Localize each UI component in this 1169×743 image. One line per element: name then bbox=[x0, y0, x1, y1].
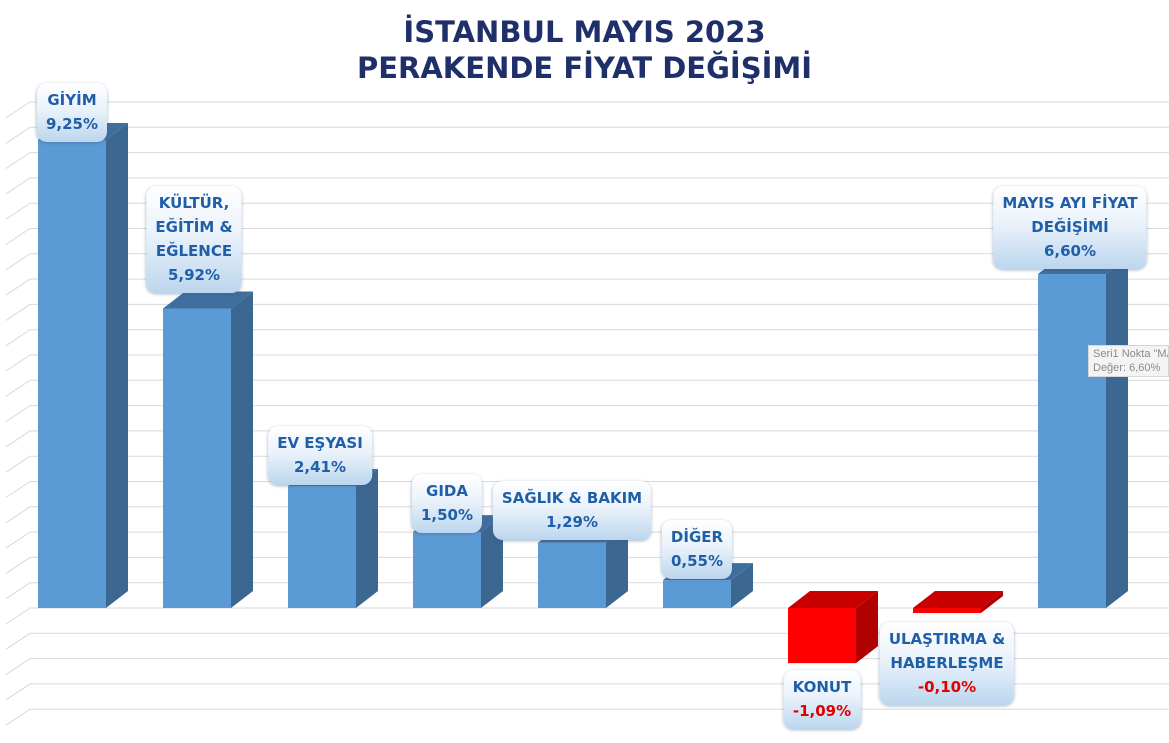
bar-side bbox=[731, 563, 753, 608]
tooltip-line-2: Değer: 6,60% bbox=[1093, 362, 1161, 374]
value-label: -1,09% bbox=[792, 702, 852, 720]
gridline bbox=[5, 354, 1169, 372]
gridline bbox=[5, 278, 1169, 296]
bar bbox=[913, 591, 1003, 614]
gridline bbox=[5, 531, 1169, 549]
category-label: KÜLTÜR, bbox=[158, 194, 230, 212]
category-label: DEĞİŞİMİ bbox=[1031, 218, 1109, 236]
value-label: 6,60% bbox=[1043, 242, 1097, 260]
gridline bbox=[5, 430, 1169, 448]
gridline bbox=[5, 379, 1169, 397]
chart-title: İSTANBUL MAYIS 2023 PERAKENDE FİYAT DEĞİ… bbox=[0, 14, 1169, 86]
gridline bbox=[5, 202, 1169, 220]
value-label: 1,29% bbox=[545, 513, 599, 531]
bar-front bbox=[538, 542, 606, 608]
bar-front bbox=[788, 608, 856, 664]
value-label: -0,10% bbox=[917, 678, 977, 696]
gridline bbox=[5, 177, 1169, 195]
bar-front bbox=[663, 580, 731, 608]
bar-top bbox=[163, 291, 253, 309]
data-label: KONUT -1,09% bbox=[783, 670, 861, 729]
gridlines bbox=[5, 101, 1169, 726]
bar-front bbox=[1038, 274, 1106, 608]
gridline bbox=[5, 101, 1169, 119]
gridline bbox=[5, 582, 1169, 600]
tooltip-line-1: Seri1 Nokta "MAYIS AYI FİYAT DEĞİŞİMİ" bbox=[1093, 348, 1168, 360]
bar bbox=[788, 591, 878, 664]
data-label: ULAŞTIRMA & HABERLEŞME -0,10% bbox=[879, 622, 1015, 705]
value-label: 1,50% bbox=[420, 506, 474, 524]
data-label: MAYIS AYI FİYAT DEĞİŞİMİ 6,60% bbox=[993, 186, 1147, 269]
gridline bbox=[5, 303, 1169, 321]
gridline bbox=[5, 708, 1169, 726]
gridline bbox=[5, 405, 1169, 423]
bar bbox=[1038, 257, 1128, 608]
bar-top bbox=[913, 591, 1003, 608]
bar-side bbox=[231, 291, 253, 608]
bar-side bbox=[981, 591, 1003, 614]
value-label: 0,55% bbox=[670, 552, 724, 570]
bar-side bbox=[606, 525, 628, 608]
gridline bbox=[5, 253, 1169, 271]
value-label: 5,92% bbox=[167, 266, 221, 284]
data-label: DİĞER 0,55% bbox=[661, 520, 733, 579]
data-label: SAĞLIK & BAKIM 1,29% bbox=[492, 481, 652, 540]
category-label: HABERLEŞME bbox=[890, 654, 1004, 672]
gridline bbox=[5, 126, 1169, 144]
value-label: 2,41% bbox=[293, 458, 347, 476]
gridline bbox=[5, 455, 1169, 473]
bar-side bbox=[106, 122, 128, 608]
bar bbox=[163, 291, 253, 608]
gridline bbox=[5, 228, 1169, 245]
gridline bbox=[5, 481, 1169, 498]
value-label: 9,25% bbox=[45, 115, 99, 133]
category-label: MAYIS AYI FİYAT bbox=[1002, 194, 1138, 212]
bar bbox=[288, 469, 378, 608]
bar-side bbox=[1106, 257, 1128, 608]
data-label: KÜLTÜR, EĞİTİM & EĞLENCE 5,92% bbox=[146, 186, 242, 293]
bar-front bbox=[413, 532, 481, 608]
bar-front bbox=[38, 139, 106, 608]
bar-front bbox=[913, 608, 981, 614]
bar bbox=[38, 122, 128, 608]
gridline bbox=[5, 556, 1169, 574]
bar-top bbox=[788, 591, 878, 608]
category-label: GİYİM bbox=[47, 91, 97, 109]
category-label: ULAŞTIRMA & bbox=[888, 630, 1006, 648]
category-label: EĞİTİM & bbox=[155, 218, 233, 236]
bar-front bbox=[163, 308, 231, 608]
bars bbox=[38, 122, 1128, 664]
category-label: GIDA bbox=[426, 482, 468, 500]
chart-title-line-2: PERAKENDE FİYAT DEĞİŞİMİ bbox=[356, 51, 813, 85]
category-label: EV EŞYASI bbox=[277, 434, 363, 452]
gridline bbox=[5, 152, 1169, 170]
hover-tooltip: Seri1 Nokta "MAYIS AYI FİYAT DEĞİŞİMİ" D… bbox=[1088, 345, 1169, 377]
category-label: EĞLENCE bbox=[155, 242, 233, 260]
chart-title-line-1: İSTANBUL MAYIS 2023 bbox=[403, 15, 766, 49]
category-label: SAĞLIK & BAKIM bbox=[501, 489, 643, 507]
category-label: KONUT bbox=[792, 678, 852, 696]
data-label: GIDA 1,50% bbox=[411, 474, 483, 533]
gridline bbox=[5, 329, 1169, 347]
data-label: GİYİM 9,25% bbox=[36, 83, 108, 142]
gridline bbox=[5, 506, 1169, 524]
data-label: EV EŞYASI 2,41% bbox=[268, 426, 372, 485]
bar-front bbox=[288, 486, 356, 608]
bar-side bbox=[356, 469, 378, 608]
bar-side bbox=[856, 591, 878, 664]
category-label: DİĞER bbox=[670, 528, 724, 546]
